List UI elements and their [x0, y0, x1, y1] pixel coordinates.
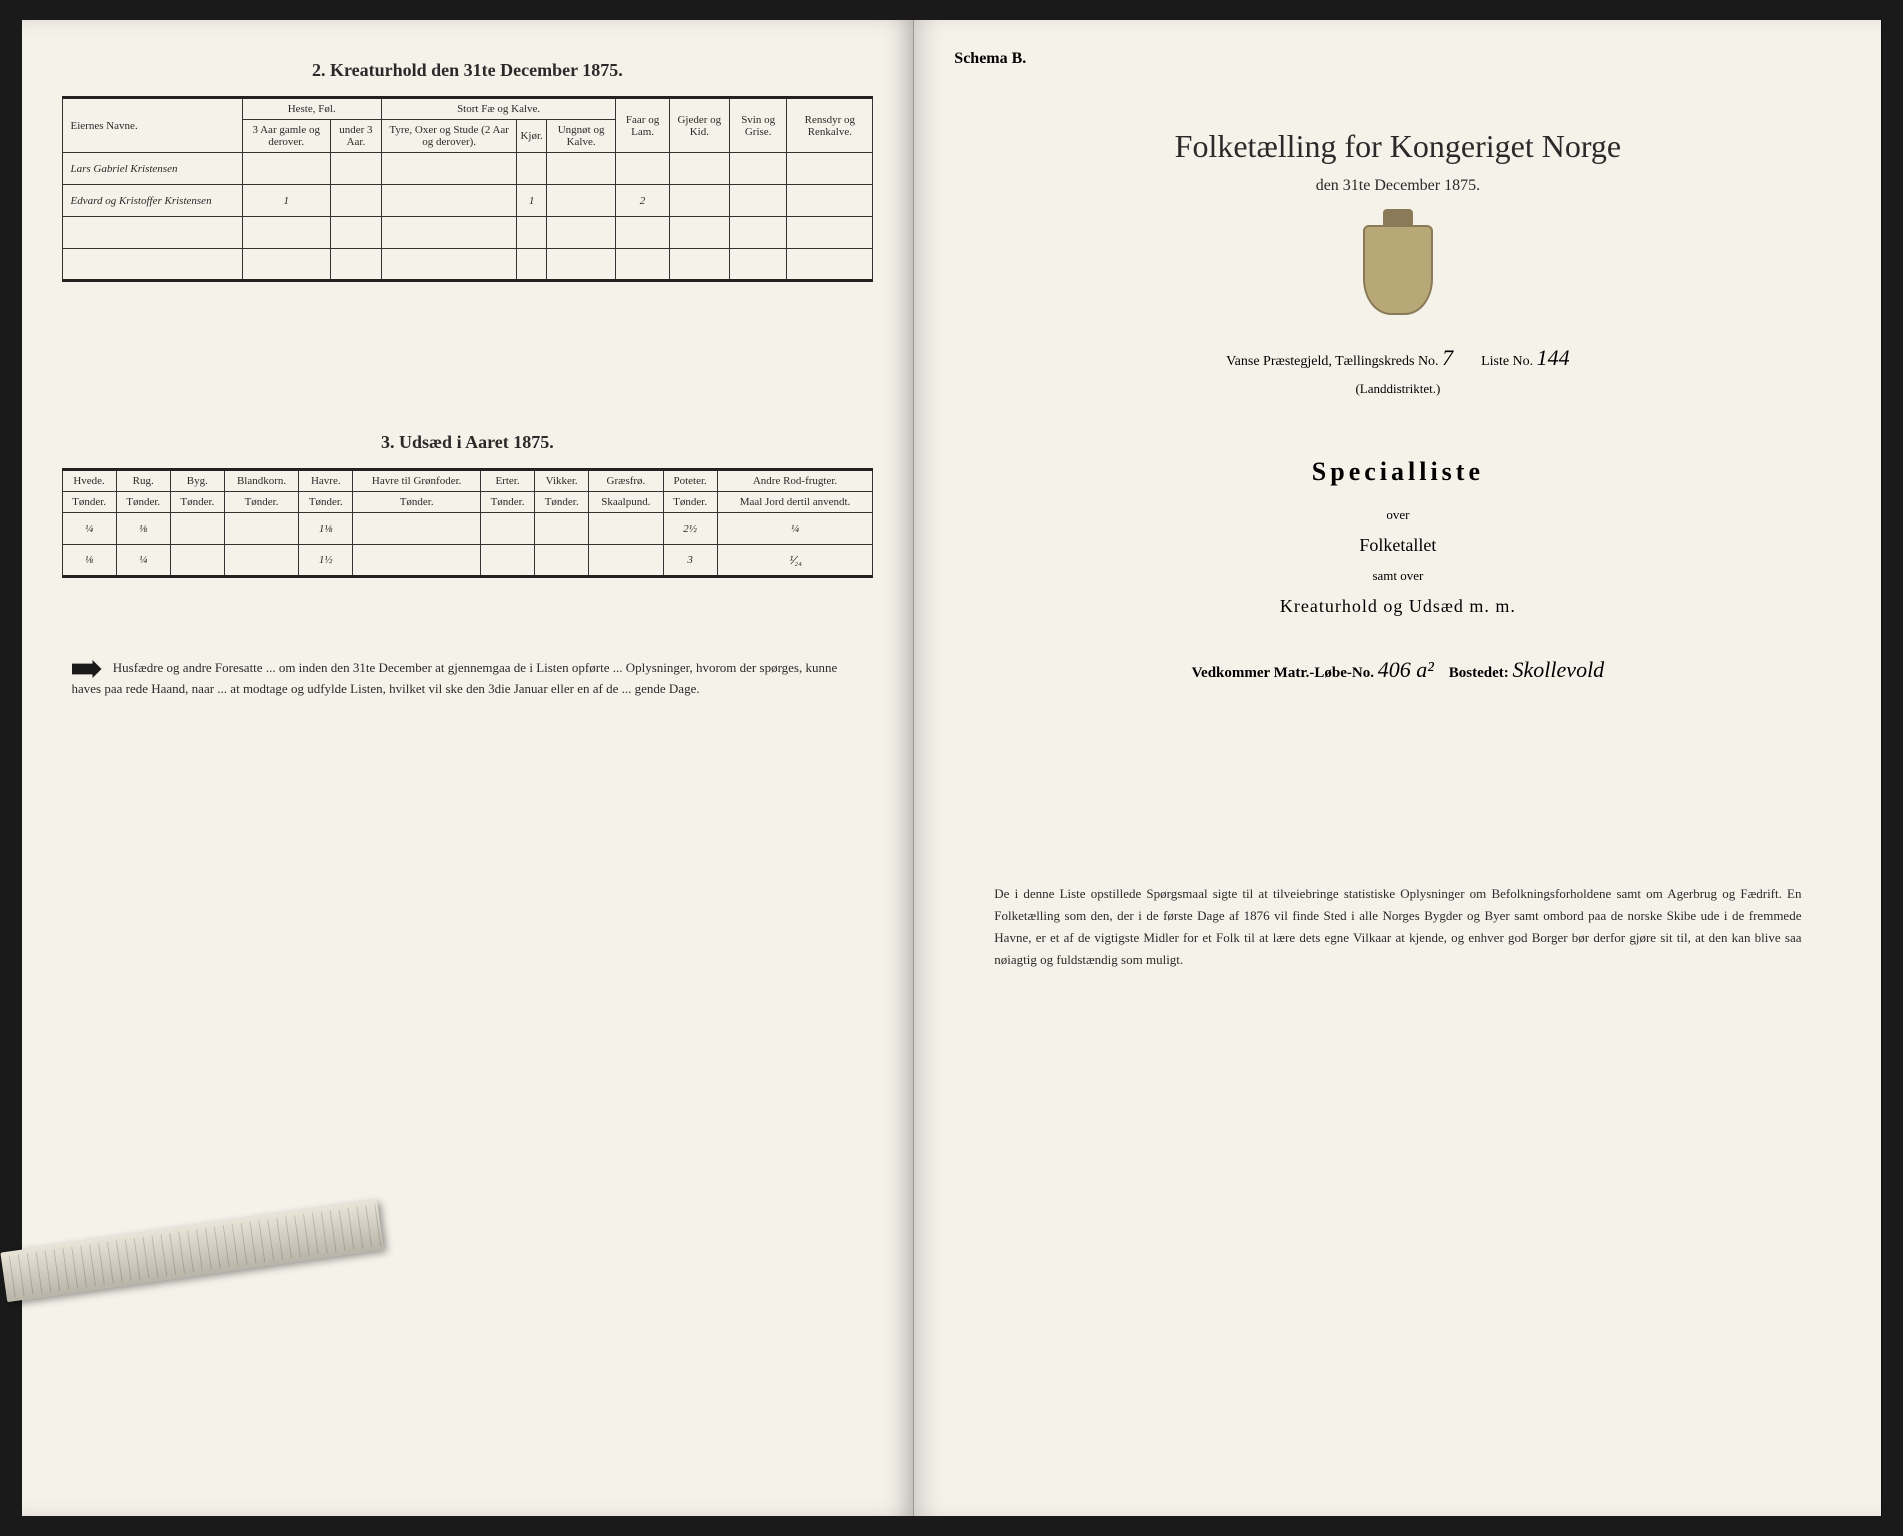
bostedet-value: Skollevold	[1513, 657, 1605, 682]
owner-name: Lars Gabriel Kristensen	[62, 153, 242, 185]
table-row	[62, 249, 873, 281]
right-footnote: De i denne Liste opstillede Spørgsmaal s…	[954, 883, 1841, 971]
hdr-rye: Rug.	[116, 470, 170, 492]
hdr-horses-old: 3 Aar gamle og derover.	[242, 120, 330, 153]
seed-table: Hvede. Rug. Byg. Blandkorn. Havre. Havre…	[62, 468, 874, 578]
hdr-cattle-bull: Tyre, Oxer og Stude (2 Aar og derover).	[381, 120, 517, 153]
hdr-potato: Poteter.	[663, 470, 717, 492]
census-book-spread: 2. Kreaturhold den 31te December 1875. E…	[22, 20, 1882, 1516]
table-row: ⅛ ¼ 1½ 3 ⅟₂₄	[62, 545, 873, 577]
hdr-barley: Byg.	[170, 470, 224, 492]
folketallet-label: Folketallet	[954, 535, 1841, 556]
liste-number: 144	[1537, 345, 1570, 370]
district-line: Vanse Præstegjeld, Tællingskreds No. 7 L…	[954, 345, 1841, 371]
hdr-sheep: Faar og Lam.	[616, 98, 669, 153]
main-title: Folketælling for Kongeriget Norge	[954, 128, 1841, 165]
table-row: ¼ ⅛ 1⅛ 2½ ¼	[62, 513, 873, 545]
hdr-pigs: Svin og Grise.	[729, 98, 786, 153]
hdr-oats: Havre.	[299, 470, 353, 492]
section3-title: 3. Udsæd i Aaret 1875.	[62, 432, 874, 453]
samt-over-label: samt over	[954, 568, 1841, 584]
hdr-cattle: Stort Fæ og Kalve.	[381, 98, 615, 120]
hdr-horses: Heste, Føl.	[242, 98, 381, 120]
district-number: 7	[1442, 345, 1453, 370]
specialliste-title: Specialliste	[954, 457, 1841, 487]
pointing-hand-icon	[72, 660, 102, 678]
left-page: 2. Kreaturhold den 31te December 1875. E…	[22, 20, 915, 1516]
hdr-oats-green: Havre til Grønfoder.	[353, 470, 481, 492]
matr-number: 406 a²	[1378, 657, 1434, 682]
hdr-wheat: Hvede.	[62, 470, 116, 492]
ruler-artifact	[0, 1200, 383, 1302]
landdistrikt: (Landdistriktet.)	[954, 381, 1841, 397]
livestock-table: Eiernes Navne. Heste, Føl. Stort Fæ og K…	[62, 96, 874, 282]
table-row: Edvard og Kristoffer Kristensen 1 1 2	[62, 185, 873, 217]
hdr-goats: Gjeder og Kid.	[669, 98, 729, 153]
right-page: Schema B. Folketælling for Kongeriget No…	[914, 20, 1881, 1516]
section2-title: 2. Kreaturhold den 31te December 1875.	[62, 60, 874, 81]
census-date: den 31te December 1875.	[954, 177, 1841, 195]
hdr-cattle-young: Ungnøt og Kalve.	[546, 120, 616, 153]
hdr-cattle-cow: Kjør.	[517, 120, 546, 153]
table-row	[62, 217, 873, 249]
hdr-peas: Erter.	[480, 470, 534, 492]
hdr-mixed: Blandkorn.	[224, 470, 298, 492]
hdr-horses-young: under 3 Aar.	[330, 120, 381, 153]
hdr-reindeer: Rensdyr og Renkalve.	[787, 98, 873, 153]
kreatur-label: Kreaturhold og Udsæd m. m.	[954, 596, 1841, 617]
table-row: Lars Gabriel Kristensen	[62, 153, 873, 185]
over-label: over	[954, 507, 1841, 523]
hdr-roots: Andre Rod-frugter.	[717, 470, 873, 492]
hdr-owner: Eiernes Navne.	[62, 98, 242, 153]
hdr-grass: Græsfrø.	[589, 470, 663, 492]
hdr-vetch: Vikker.	[535, 470, 589, 492]
left-footnote: Husfædre og andre Foresatte ... om inden…	[62, 658, 874, 700]
owner-name: Edvard og Kristoffer Kristensen	[62, 185, 242, 217]
coat-of-arms-icon	[1363, 225, 1433, 315]
schema-label: Schema B.	[954, 50, 1841, 68]
vedkommer-line: Vedkommer Matr.-Løbe-No. 406 a² Bostedet…	[954, 657, 1841, 683]
